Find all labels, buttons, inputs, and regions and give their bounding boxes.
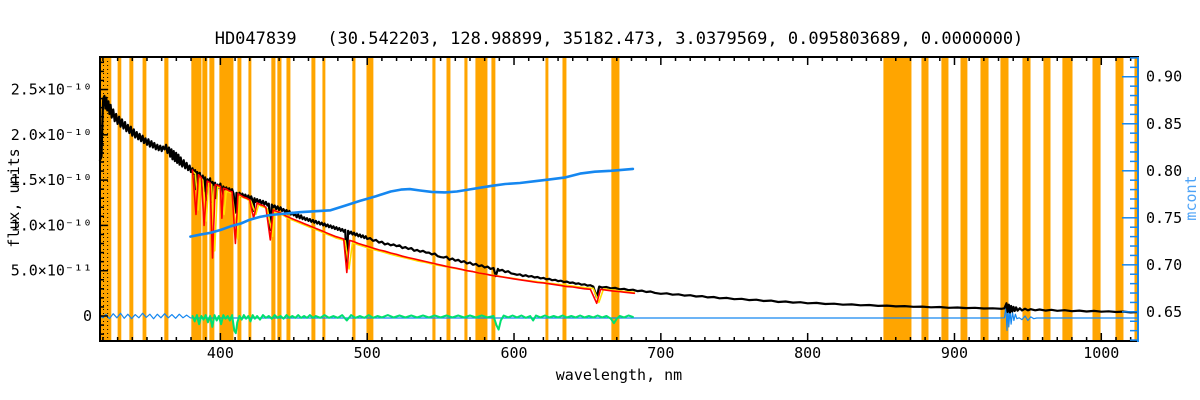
y-left-tick-label: 2.5×10⁻¹⁰ <box>11 81 92 99</box>
masked-band <box>980 57 989 341</box>
masked-band <box>322 57 326 341</box>
masked-band <box>491 57 496 341</box>
series-layer <box>98 94 1140 335</box>
masked-band <box>271 57 276 341</box>
y-right-tick-label: 0.75 <box>1146 209 1182 227</box>
x-axis-label: wavelength, nm <box>555 366 683 384</box>
masked-band <box>545 57 549 341</box>
y-left-tick-label: 1.0×10⁻¹⁰ <box>11 216 92 234</box>
masked-band <box>941 57 949 341</box>
series-residual-green <box>191 314 634 335</box>
masked-band <box>1062 57 1073 341</box>
masked-band <box>883 57 912 341</box>
x-tick-label: 800 <box>794 344 821 362</box>
fit-parameters: (30.542203, 128.98899, 35182.473, 3.0379… <box>327 29 1024 49</box>
y-right-tick-label: 0.85 <box>1146 115 1182 133</box>
masked-band <box>311 57 316 341</box>
masked-band <box>286 57 291 341</box>
x-tick-label: 700 <box>647 344 674 362</box>
y-left-tick-label: 1.5×10⁻¹⁰ <box>11 171 92 189</box>
y-axis-label-right: mcont <box>1182 175 1200 221</box>
x-tick-label: 400 <box>207 344 234 362</box>
series-residual-blue <box>99 304 1139 332</box>
series-mcont-blue <box>189 167 635 238</box>
masked-band <box>129 57 134 341</box>
page-title: HD047839 (30.542203, 128.98899, 35182.47… <box>100 29 1138 49</box>
series-fit-red <box>191 169 636 305</box>
masked-band <box>277 57 282 341</box>
y-axis-label-left: flux, units <box>5 148 23 248</box>
y-right-tick-label: 0.65 <box>1146 303 1182 321</box>
y-right-tick-label: 0.90 <box>1146 68 1182 86</box>
y-right-tick-label: 0.80 <box>1146 162 1182 180</box>
masked-band <box>446 57 451 341</box>
masked-band <box>562 57 567 341</box>
series-spectrum-black <box>98 94 1140 314</box>
y-left-tick-label: 5.0×10⁻¹¹ <box>11 262 92 280</box>
x-tick-label: 500 <box>354 344 381 362</box>
masked-band <box>1115 57 1124 341</box>
masked-band <box>1022 57 1031 341</box>
masked-band <box>921 57 929 341</box>
masked-band <box>464 57 468 341</box>
masked-band <box>142 57 147 341</box>
masked-band <box>475 57 488 341</box>
masked-band <box>352 57 356 341</box>
y-left-tick-label: 0 <box>83 307 92 325</box>
x-tick-label: 900 <box>941 344 968 362</box>
tick-labels-layer: 400 500 600 700 800 900 1000 0 5.0×10⁻¹¹ 1.0×10⁻¹… <box>11 68 1182 362</box>
masked-band <box>164 57 169 341</box>
axes-layer <box>99 56 1139 342</box>
y-right-tick-label: 0.70 <box>1146 256 1182 274</box>
target-name: HD047839 <box>214 29 297 49</box>
x-tick-label: 600 <box>500 344 527 362</box>
x-tick-label: 1000 <box>1083 344 1119 362</box>
masked-band <box>1043 57 1051 341</box>
y-left-tick-label: 2.0×10⁻¹⁰ <box>11 126 92 144</box>
masked-band <box>117 57 122 341</box>
boundary-dotted-lines-layer <box>103 57 109 341</box>
masked-band <box>960 57 968 341</box>
masked-band <box>611 57 620 341</box>
masked-band <box>1092 57 1101 341</box>
masked-band <box>1000 57 1009 341</box>
masked-band <box>100 57 112 341</box>
masked-band <box>219 57 234 341</box>
masked-band <box>432 57 436 341</box>
